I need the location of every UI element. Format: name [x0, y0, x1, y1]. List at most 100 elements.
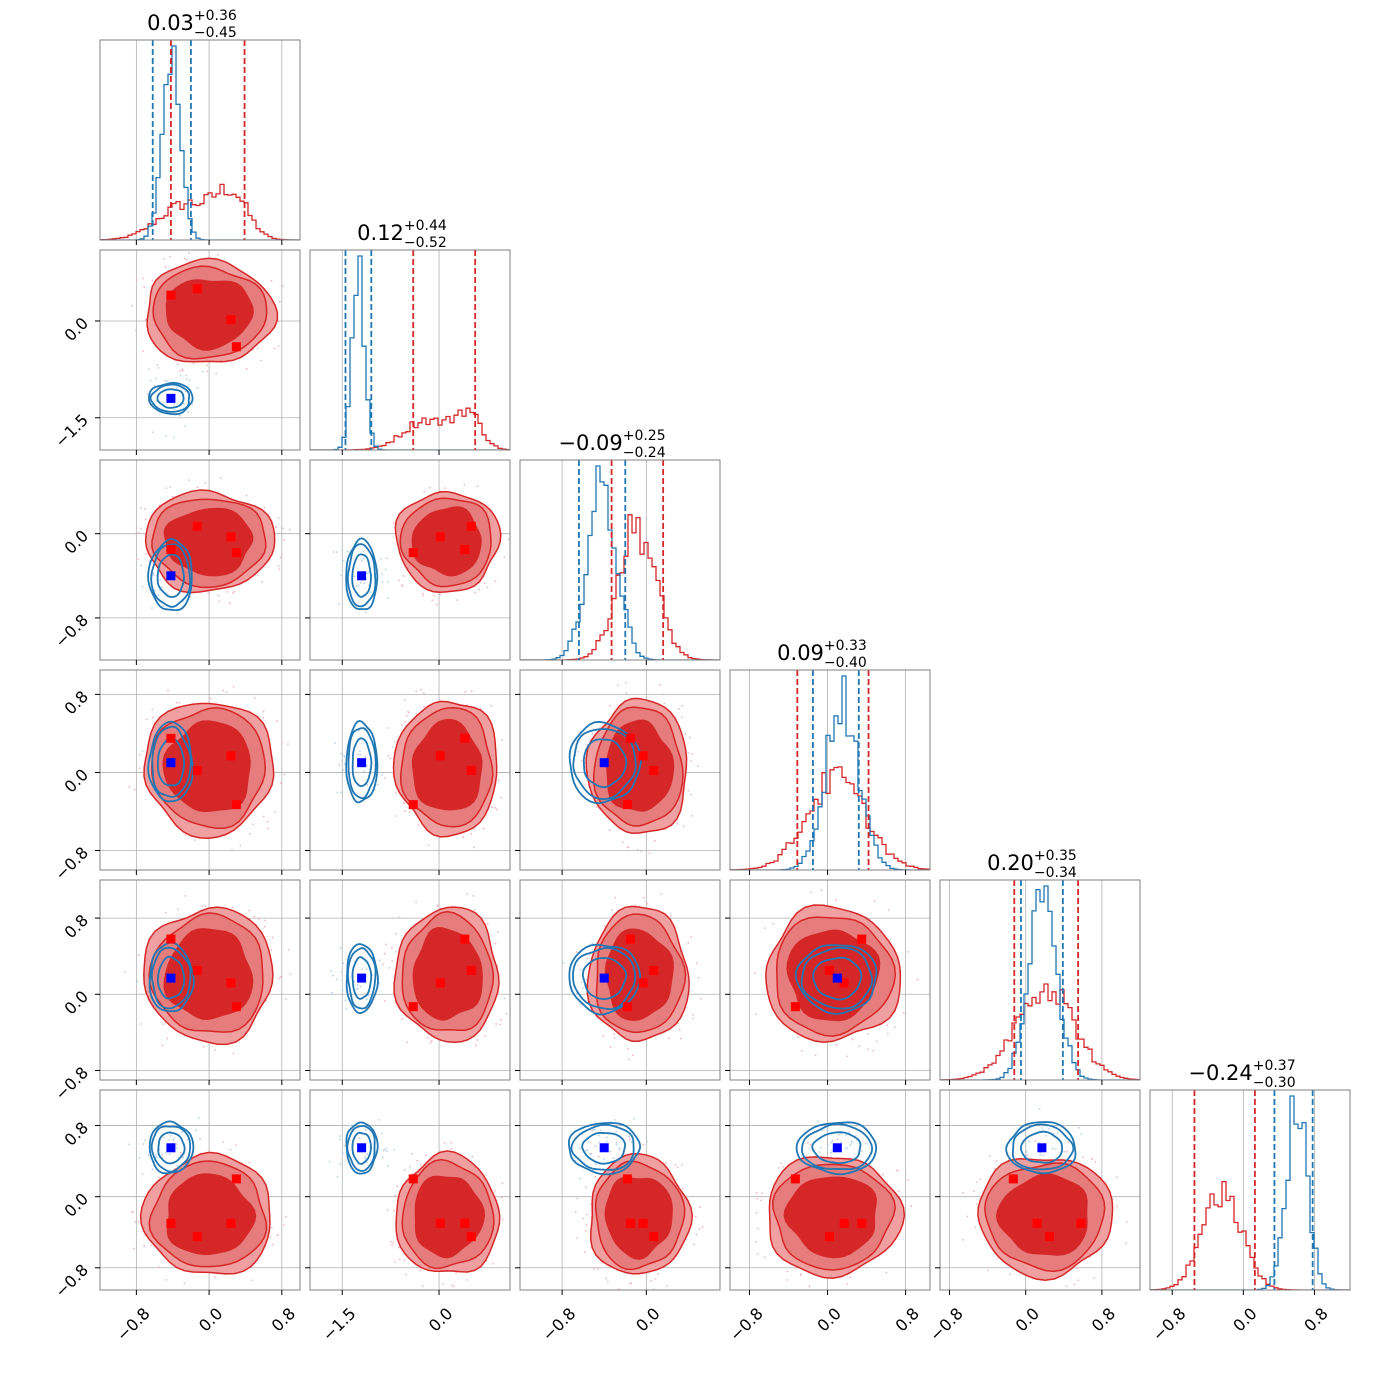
sample-point	[342, 768, 345, 771]
marker-red	[839, 978, 849, 988]
marker-red	[226, 1218, 236, 1228]
tick-label-x: 0.0	[195, 1304, 226, 1335]
sample-point	[384, 777, 386, 780]
sample-point	[494, 942, 497, 945]
contour-blue-mid	[346, 543, 377, 608]
contour-blue-inner	[351, 956, 373, 1000]
sample-point	[615, 1143, 618, 1146]
sample-point	[391, 1244, 393, 1246]
sample-point	[507, 538, 510, 541]
sample-point	[511, 959, 513, 961]
panel-4-1	[310, 880, 513, 1080]
sample-point	[370, 591, 372, 593]
sample-point	[263, 506, 266, 509]
panel-0-0	[100, 40, 300, 240]
sample-point	[185, 259, 188, 261]
sample-point	[668, 1037, 670, 1040]
sample-point	[650, 1279, 653, 1282]
sample-point	[614, 896, 617, 899]
sample-point	[404, 810, 407, 812]
sample-point	[575, 950, 578, 953]
marker-red	[825, 965, 835, 975]
histogram-red-1	[310, 407, 510, 450]
sample-point	[464, 691, 467, 693]
sample-point	[145, 552, 148, 555]
title-plus: +0.35	[1034, 848, 1077, 864]
sample-point	[1125, 1242, 1128, 1245]
sample-point	[837, 1133, 840, 1136]
sample-point	[386, 580, 389, 583]
sample-point	[592, 1128, 595, 1131]
sample-point	[415, 690, 418, 693]
panel-4-4	[940, 880, 1140, 1080]
marker-red	[638, 978, 648, 988]
panel-5-1	[310, 1090, 510, 1290]
sample-point	[450, 1284, 453, 1287]
sample-point	[131, 304, 134, 307]
sample-point	[329, 969, 332, 972]
sample-point	[630, 1140, 633, 1143]
sample-point	[561, 959, 564, 962]
sample-point	[609, 1046, 612, 1048]
sample-point	[436, 905, 439, 907]
tick-label-x: 0.0	[425, 1304, 456, 1335]
histogram-blue-2	[520, 465, 720, 660]
marker-red	[649, 1232, 659, 1242]
panel-frame-5-1	[309, 1089, 511, 1291]
sample-point	[338, 1135, 341, 1138]
sample-point	[827, 1143, 829, 1146]
sample-point	[494, 580, 497, 583]
sample-point	[612, 1157, 615, 1159]
sample-point	[661, 693, 664, 696]
sample-point	[443, 1142, 446, 1144]
sample-point	[429, 1041, 432, 1044]
sample-point	[157, 1176, 160, 1179]
sample-point	[262, 716, 265, 719]
sample-point	[225, 691, 228, 693]
tick-label-x: −0.8	[539, 1304, 580, 1345]
sample-point	[168, 1153, 171, 1156]
sample-point	[494, 807, 497, 809]
sample-point	[1065, 1285, 1068, 1288]
sample-point	[164, 1152, 167, 1154]
sample-point	[365, 998, 368, 1001]
sample-point	[231, 906, 234, 909]
panel-5-3	[730, 1090, 930, 1290]
marker-red	[192, 521, 202, 531]
sample-point	[800, 1049, 803, 1052]
marker-red	[638, 751, 648, 761]
sample-point	[178, 414, 181, 417]
sample-point	[387, 755, 390, 757]
sample-point	[979, 1178, 982, 1181]
sample-point	[166, 592, 168, 595]
sample-point	[897, 1190, 900, 1193]
sample-point	[183, 1282, 186, 1285]
sample-point	[279, 556, 282, 559]
sample-point	[199, 1138, 201, 1141]
sample-point	[252, 349, 254, 351]
sample-point	[995, 1160, 998, 1162]
sample-point	[690, 793, 692, 796]
sample-point	[906, 950, 909, 953]
title-plus: +0.44	[404, 218, 447, 234]
sample-point	[262, 815, 265, 818]
sample-point	[378, 959, 381, 962]
sample-point	[452, 1285, 455, 1288]
sample-point	[885, 1271, 888, 1274]
sample-point	[179, 370, 181, 372]
sample-point	[231, 848, 233, 851]
sample-point	[383, 1000, 386, 1002]
sample-point	[904, 1173, 907, 1176]
sample-point	[332, 551, 335, 553]
sample-point	[426, 1036, 429, 1039]
marker-red	[408, 800, 418, 810]
sample-point	[169, 486, 172, 488]
sample-point	[161, 586, 163, 589]
contour-blue-mid	[572, 728, 637, 801]
marker-red	[226, 751, 236, 761]
contour-blue-inner	[156, 388, 185, 409]
sample-point	[270, 280, 273, 282]
sample-point	[381, 773, 383, 776]
sample-point	[473, 908, 476, 911]
sample-point	[867, 1048, 870, 1051]
